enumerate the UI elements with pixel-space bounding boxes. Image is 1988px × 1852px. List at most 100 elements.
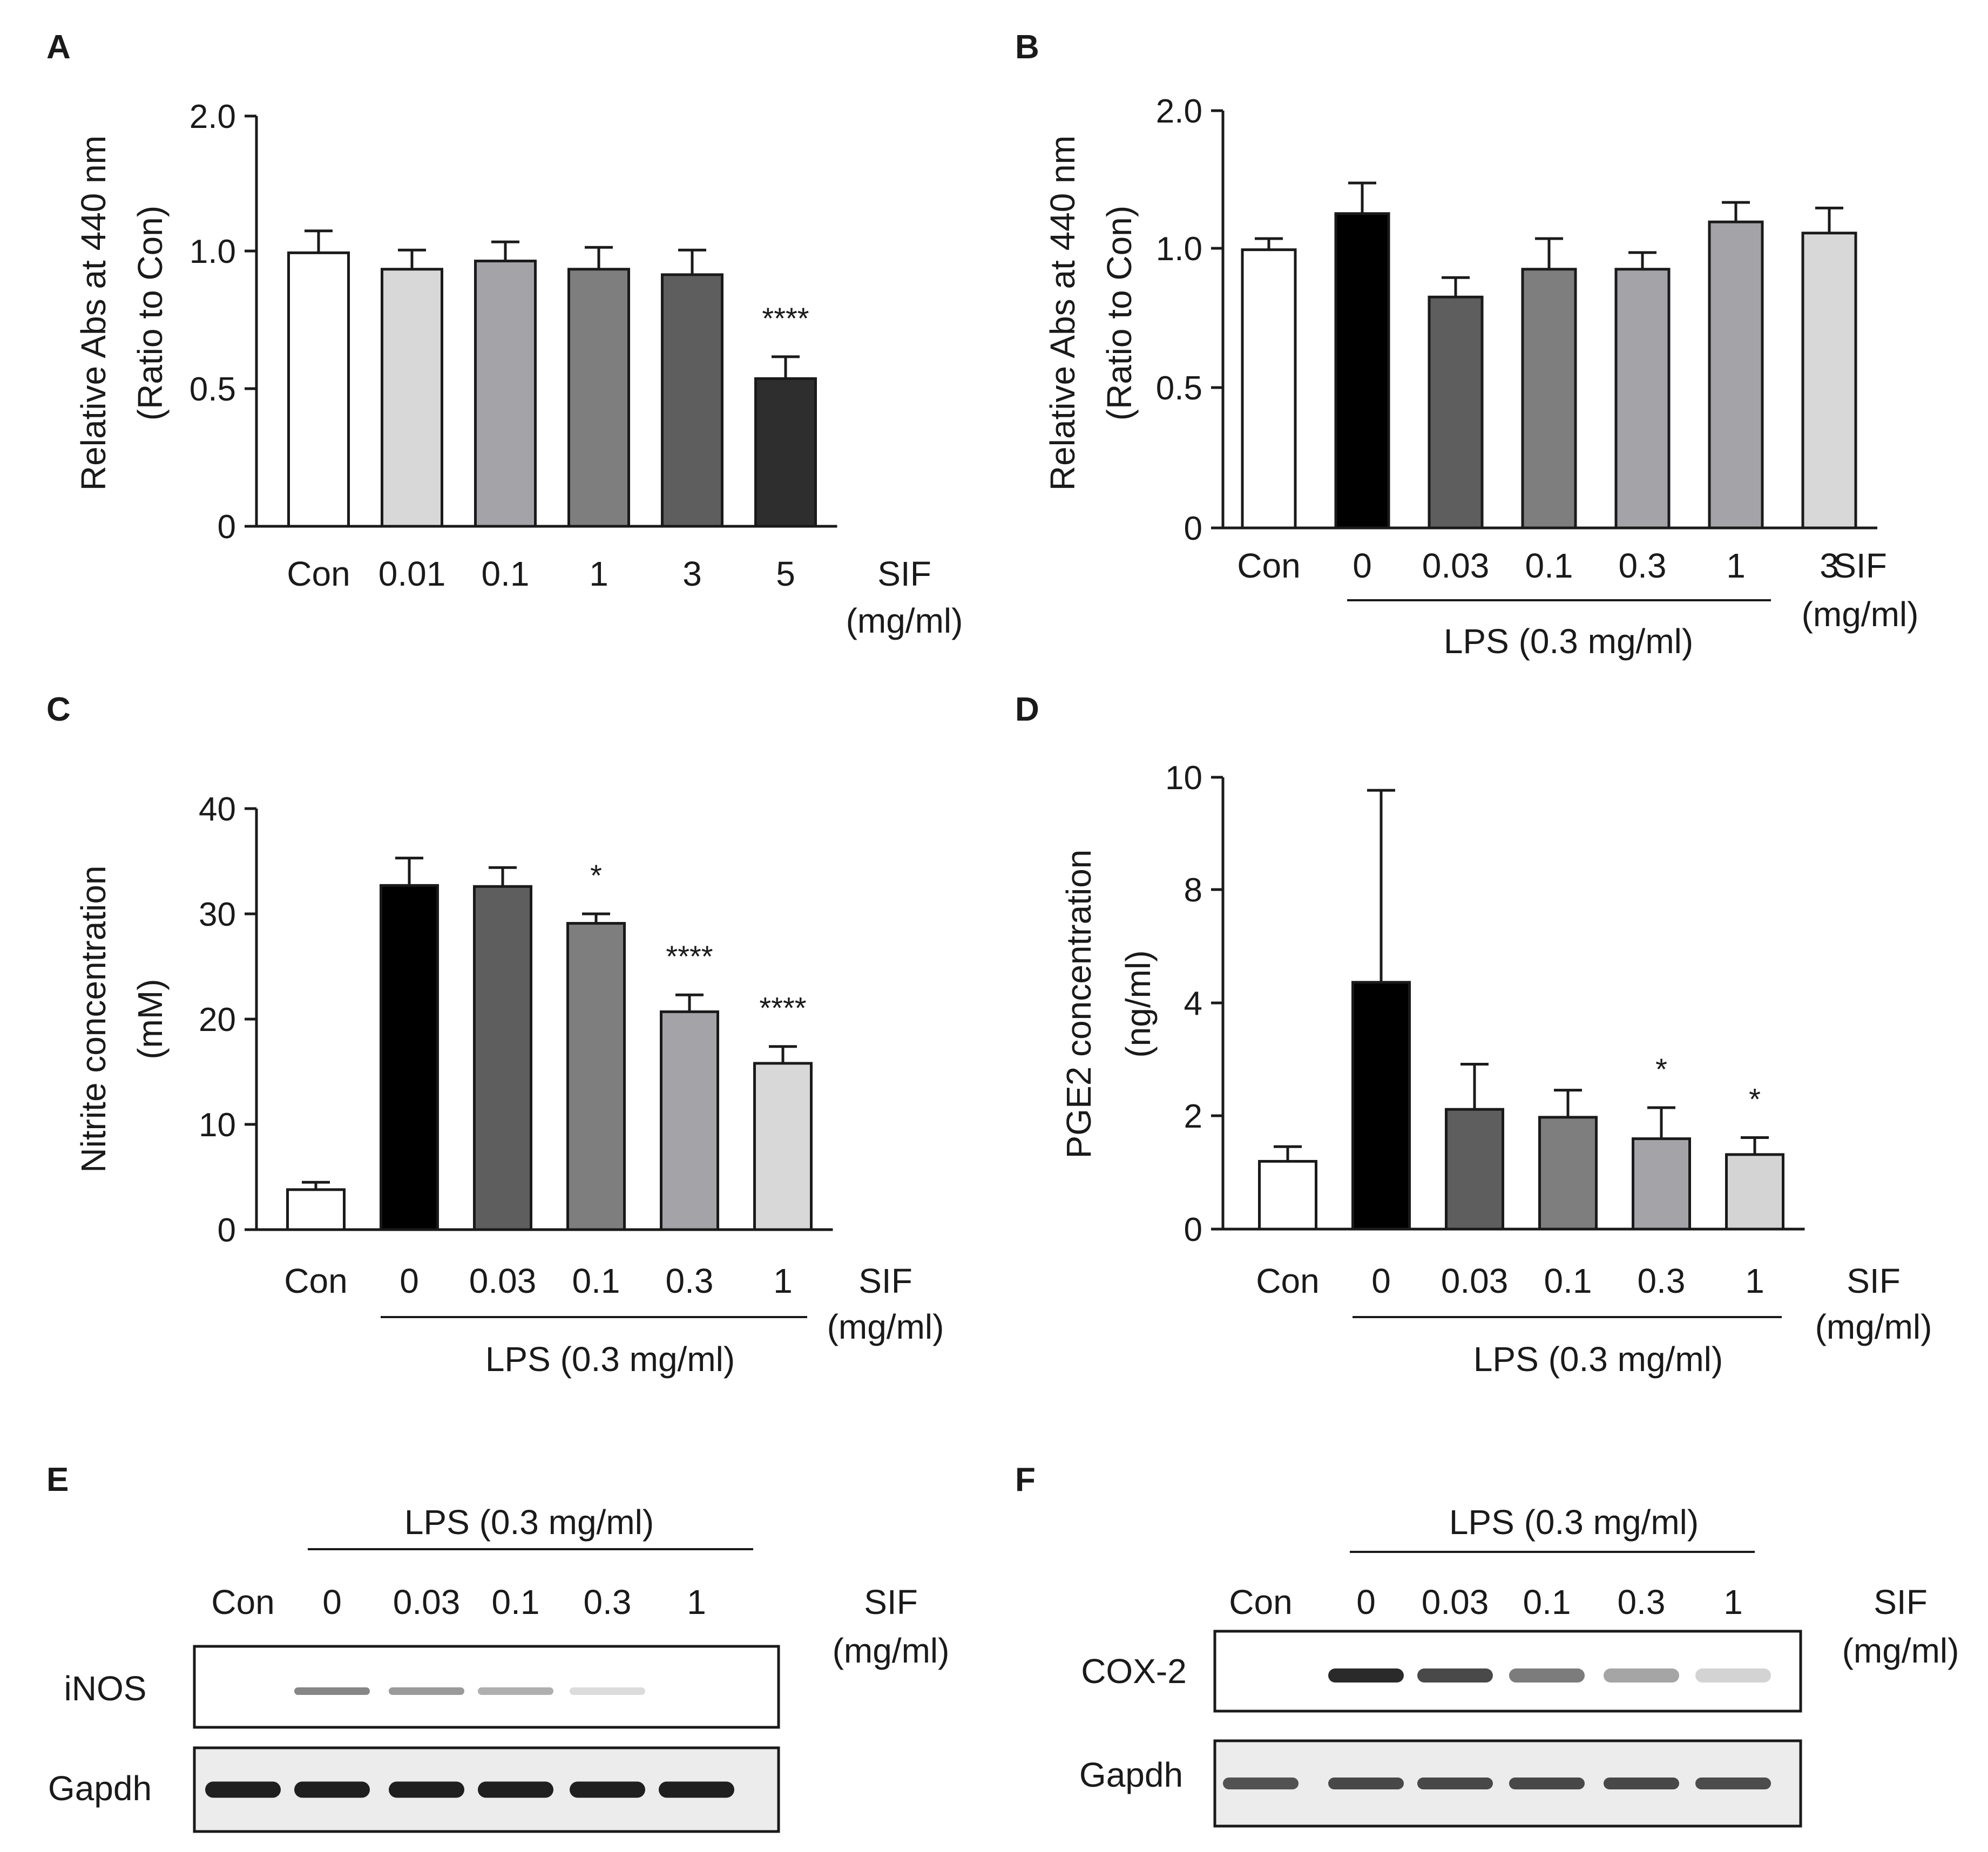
bar bbox=[566, 922, 626, 1231]
y-tick-label: 4 bbox=[1184, 985, 1202, 1022]
lane-label: 0.3 bbox=[584, 1583, 632, 1622]
unit-label: SIF bbox=[877, 554, 931, 593]
bar bbox=[1801, 232, 1857, 530]
panel-label-f: F bbox=[1015, 1461, 1036, 1498]
bar bbox=[1708, 220, 1764, 530]
bar bbox=[661, 273, 723, 528]
unit-label: SIF bbox=[1833, 546, 1887, 585]
blot-unit-label: SIF bbox=[1874, 1583, 1928, 1622]
y-axis-subtitle: (Ratio to Con) bbox=[1100, 206, 1139, 420]
blot-band bbox=[1604, 1778, 1679, 1789]
blot-row-label: iNOS bbox=[64, 1669, 147, 1708]
lane-label: 0 bbox=[322, 1583, 342, 1622]
y-tick-label: 2 bbox=[1184, 1098, 1202, 1135]
unit-label: SIF bbox=[1847, 1261, 1901, 1300]
chart-b: 2.0 1.0 0.5 0 Relative Abs at 440 nm (Ratio t… bbox=[1043, 93, 1918, 661]
bar bbox=[286, 1188, 346, 1231]
x-tick-label: 5 bbox=[776, 554, 795, 593]
x-tick-label: 1 bbox=[589, 554, 608, 593]
bar bbox=[287, 251, 350, 528]
x-tick-label: 0.03 bbox=[1441, 1261, 1509, 1300]
blot-membrane bbox=[193, 1645, 780, 1729]
bar bbox=[1521, 268, 1577, 530]
bar bbox=[1258, 1159, 1317, 1231]
chart-a: 2.0 1.0 0.5 0 Relative Abs at 440 nm (Ratio t… bbox=[74, 98, 963, 640]
blot-row-label: COX-2 bbox=[1081, 1652, 1187, 1691]
unit-label: SIF bbox=[858, 1261, 912, 1300]
blot-band bbox=[389, 1781, 464, 1798]
x-tick-label: 1 bbox=[1745, 1261, 1764, 1300]
blot-band bbox=[1604, 1668, 1679, 1683]
bar bbox=[567, 268, 630, 528]
y-tick-label: 0 bbox=[218, 508, 236, 546]
group-label: LPS (0.3 mg/ml) bbox=[485, 1340, 735, 1379]
y-tick-label: 2.0 bbox=[1156, 93, 1202, 130]
lane-label: Con bbox=[211, 1583, 274, 1622]
blot-band bbox=[1695, 1668, 1771, 1683]
significance-marker: * bbox=[1749, 1082, 1761, 1116]
blot-band bbox=[1328, 1778, 1404, 1789]
blot-group-label: LPS (0.3 mg/ml) bbox=[404, 1503, 654, 1542]
bar bbox=[1334, 212, 1390, 530]
y-tick-label: 20 bbox=[199, 1001, 236, 1039]
y-tick-label: 30 bbox=[199, 896, 236, 933]
x-tick-label: 1 bbox=[1726, 546, 1746, 585]
blot-band bbox=[478, 1687, 553, 1695]
bar bbox=[660, 1010, 719, 1231]
x-tick-label: 0.1 bbox=[1544, 1261, 1592, 1300]
bar bbox=[474, 260, 537, 528]
x-tick-label: 1 bbox=[773, 1261, 793, 1300]
blot-unit-label: SIF bbox=[864, 1583, 918, 1622]
y-axis-title: PGE2 concentration bbox=[1059, 850, 1098, 1159]
unit-label-2: (mg/ml) bbox=[1802, 595, 1919, 634]
bar bbox=[380, 884, 439, 1231]
bar bbox=[1428, 295, 1484, 530]
blot-band bbox=[294, 1687, 370, 1695]
y-axis-title: Nitrite concentration bbox=[74, 865, 113, 1172]
y-axis-subtitle: (ng/ml) bbox=[1119, 950, 1158, 1057]
blot-band bbox=[1509, 1778, 1585, 1789]
y-tick-label: 0 bbox=[1184, 1211, 1202, 1249]
blot-band bbox=[205, 1781, 281, 1798]
x-tick-label: 0.03 bbox=[1422, 546, 1490, 585]
x-tick-label: 0.1 bbox=[482, 554, 530, 593]
y-tick-label: 40 bbox=[199, 791, 236, 828]
y-axis-title: Relative Abs at 440 nm bbox=[74, 135, 113, 491]
blot-band bbox=[1417, 1778, 1493, 1789]
blot-band bbox=[1695, 1778, 1771, 1789]
significance-marker: **** bbox=[762, 301, 809, 335]
y-tick-label: 0.5 bbox=[190, 371, 236, 408]
significance-marker: **** bbox=[666, 939, 713, 973]
chart-d: 10 8 4 2 0 PGE2 concentration (ng/ml) Con 0 0.03 0… bbox=[1059, 759, 1932, 1379]
bar bbox=[1614, 268, 1671, 530]
lane-label: 0.03 bbox=[1422, 1583, 1489, 1622]
blot-f: LPS (0.3 mg/ml) Con 0 0.03 0.1 0.3 1 SIF (mg/ml)… bbox=[1079, 1503, 1959, 1828]
x-tick-label: 3 bbox=[682, 554, 702, 593]
bar bbox=[473, 885, 532, 1231]
x-tick-label: Con bbox=[287, 554, 350, 593]
lane-label: 1 bbox=[1723, 1583, 1743, 1622]
lane-label: 0.1 bbox=[492, 1583, 540, 1622]
x-tick-label: 0.03 bbox=[469, 1261, 537, 1300]
panel-label-b: B bbox=[1015, 29, 1039, 66]
blot-band bbox=[1509, 1668, 1585, 1683]
y-tick-label: 0.5 bbox=[1156, 370, 1202, 407]
x-tick-label: Con bbox=[284, 1261, 347, 1300]
blot-band bbox=[294, 1781, 370, 1798]
y-tick-label: 0 bbox=[1184, 510, 1202, 547]
blot-e: LPS (0.3 mg/ml) Con 0 0.03 0.1 0.3 1 SIF (mg/ml)… bbox=[48, 1503, 949, 1833]
x-tick-label: 0.3 bbox=[1619, 546, 1667, 585]
x-tick-label: Con bbox=[1237, 546, 1300, 585]
bar bbox=[1725, 1153, 1784, 1231]
lane-label: 0.1 bbox=[1523, 1583, 1571, 1622]
y-tick-label: 8 bbox=[1184, 872, 1202, 909]
lane-label: 0.03 bbox=[393, 1583, 461, 1622]
x-tick-label: 3 bbox=[1820, 546, 1839, 585]
blot-band bbox=[478, 1781, 553, 1798]
significance-marker: * bbox=[1655, 1052, 1667, 1086]
y-tick-label: 0 bbox=[218, 1212, 236, 1249]
significance-marker: * bbox=[590, 858, 602, 892]
blot-band bbox=[570, 1687, 645, 1695]
lane-label: 0.3 bbox=[1618, 1583, 1666, 1622]
